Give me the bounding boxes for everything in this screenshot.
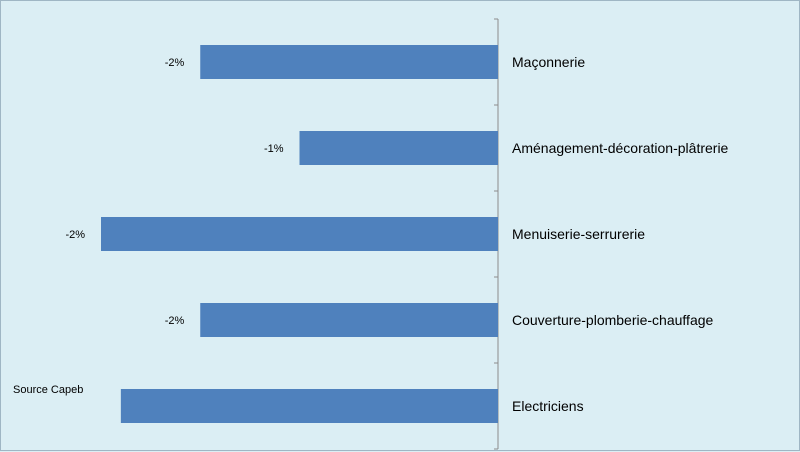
bar	[101, 217, 498, 251]
bar	[120, 389, 498, 423]
bar	[299, 131, 498, 165]
category-label: Couverture-plomberie-chauffage	[512, 312, 714, 328]
category-label: Electriciens	[512, 398, 584, 414]
category-label: Aménagement-décoration-plâtrerie	[512, 140, 729, 156]
data-label: -1%	[264, 143, 284, 155]
data-label: -2%	[165, 57, 185, 69]
bar	[200, 303, 498, 337]
category-label: Maçonnerie	[512, 54, 585, 70]
category-label: Menuiserie-serrurerie	[512, 226, 645, 242]
bar	[200, 45, 498, 79]
data-label: -2%	[65, 229, 85, 241]
data-label: -2%	[165, 315, 185, 327]
source-note: Source Capeb	[13, 384, 84, 396]
